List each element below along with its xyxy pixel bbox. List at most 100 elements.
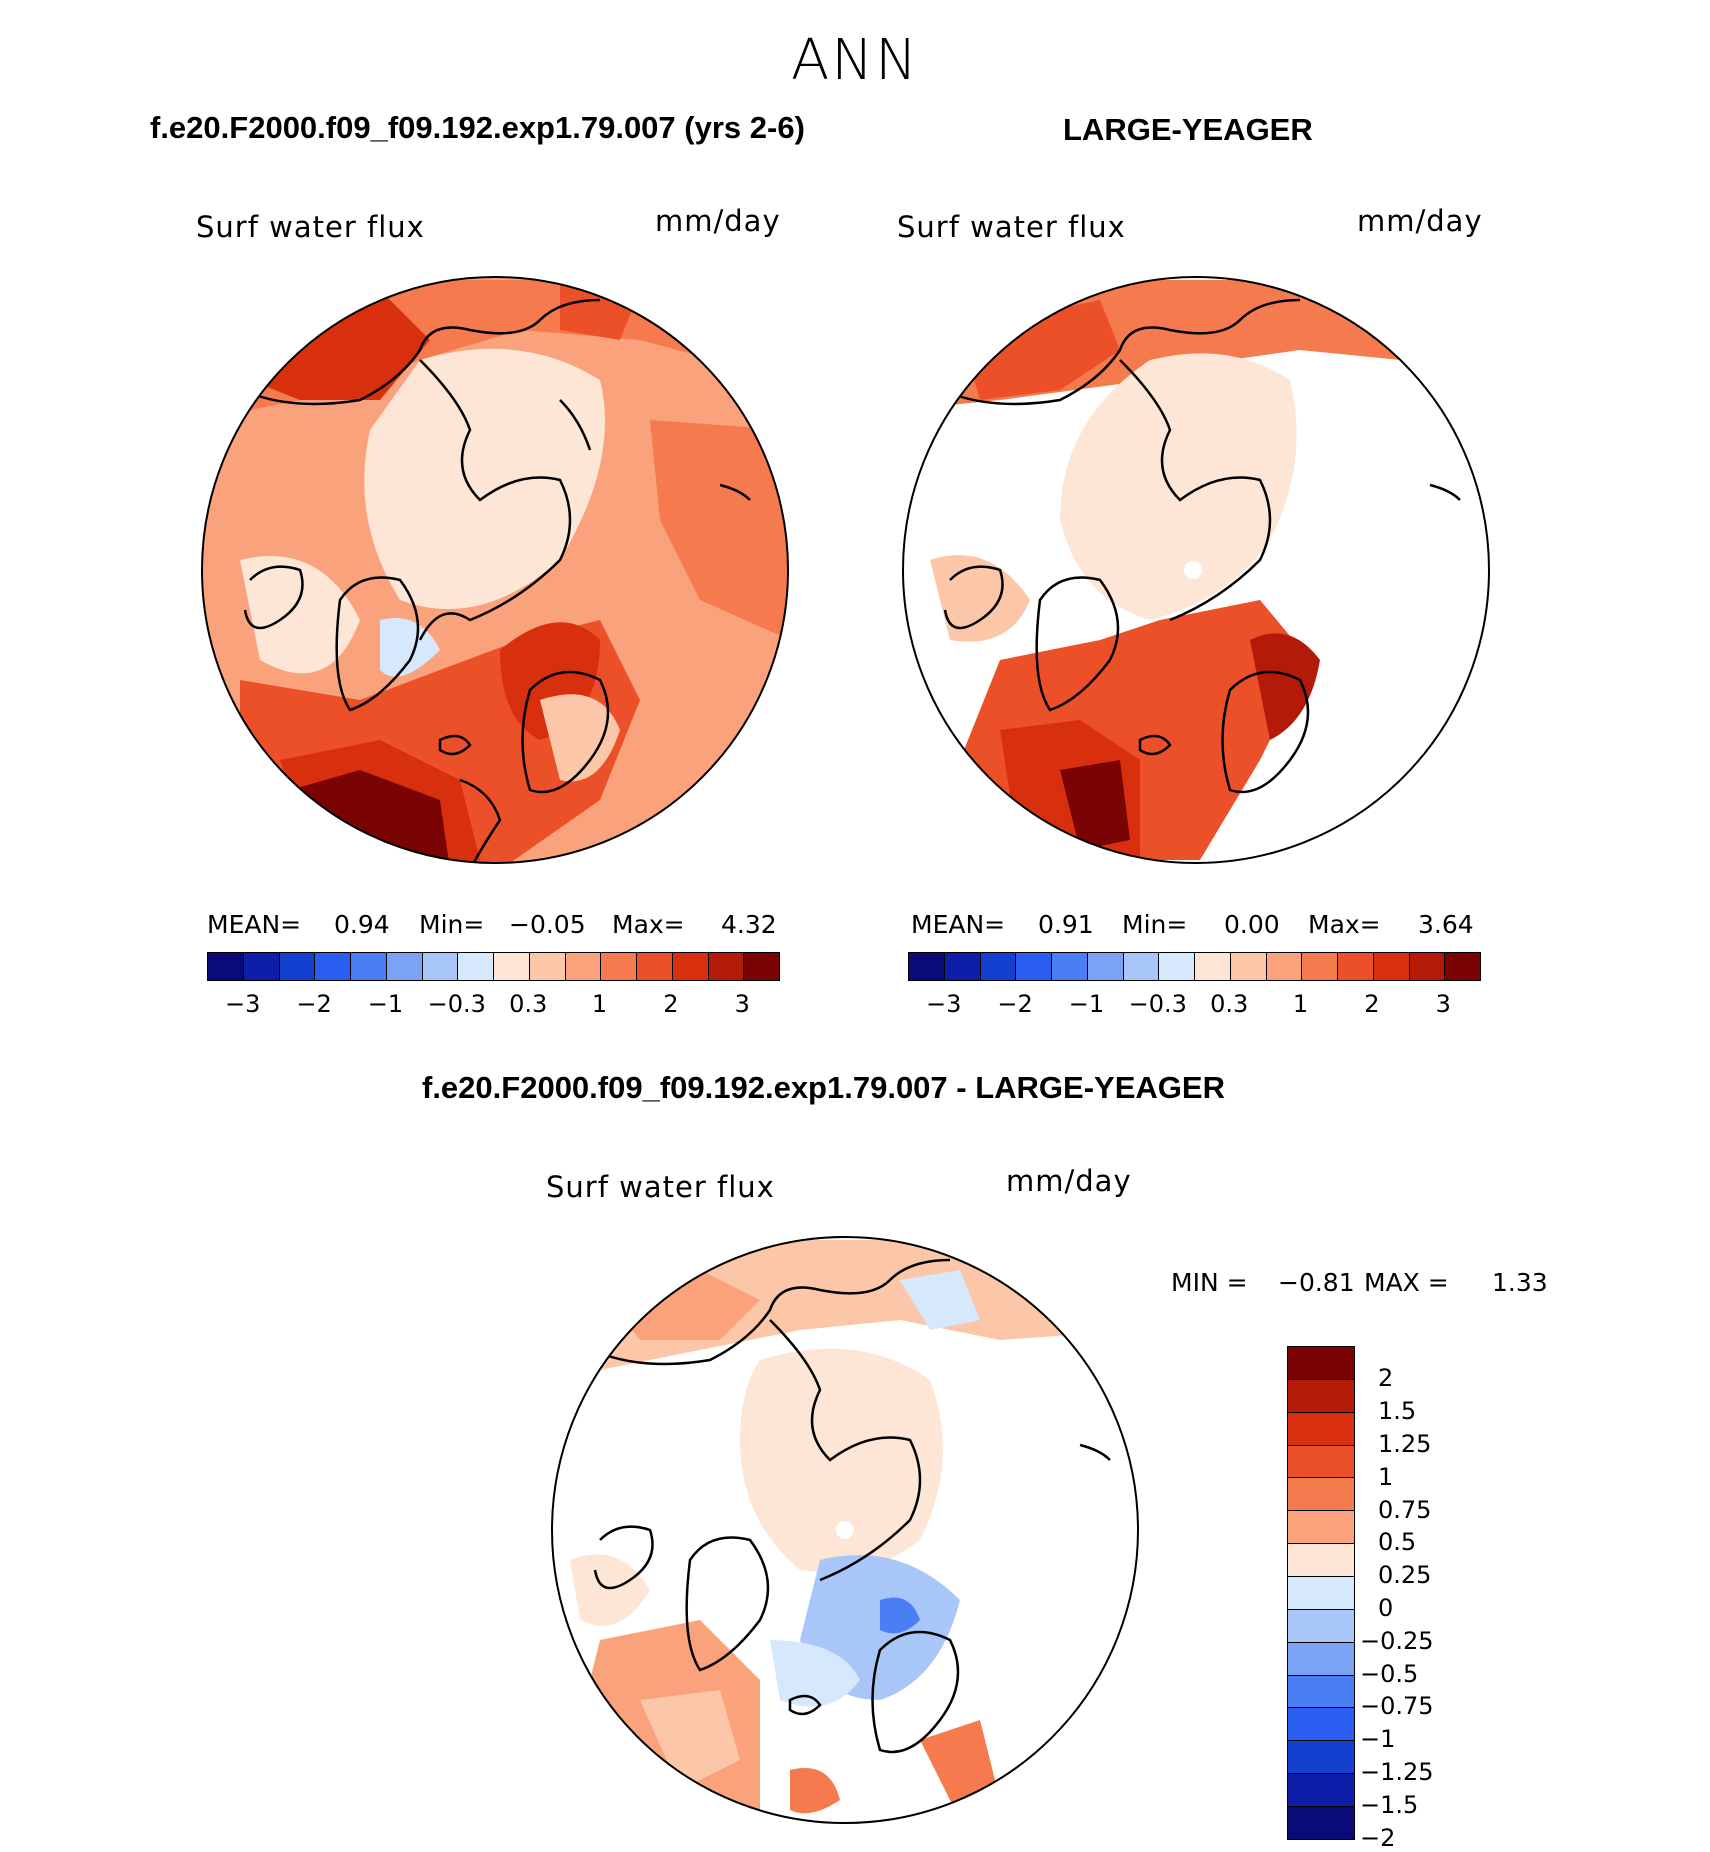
panel-right-colorbar-tick-label: 1: [1292, 990, 1309, 1018]
diff-colorbar-tick-label: 1.5: [1378, 1397, 1417, 1426]
panel-left-colorbar-tick-label: 1: [591, 990, 608, 1018]
panel-left-colorbar-swatch: [636, 953, 672, 980]
panel-right-colorbar-tick-label: −1: [1068, 990, 1105, 1018]
diff-units: mm/day: [1006, 1164, 1132, 1198]
panel-right-min-value: 0.00: [1224, 910, 1280, 939]
diff-colorbar-tick-label: −1.25: [1360, 1758, 1434, 1786]
diff-colorbar: [1287, 1346, 1355, 1840]
panel-right-colorbar-swatch: [1265, 953, 1302, 980]
panel-right-colorbar-swatch: [1408, 953, 1445, 980]
diff-colorbar-tick-label: −1.5: [1360, 1790, 1419, 1819]
panel-left-min-label: Min=: [419, 910, 485, 939]
panel-right-mean-value: 0.91: [1038, 910, 1094, 939]
panel-left-colorbar-swatch: [242, 953, 279, 980]
panel-left-min-value: −0.05: [509, 910, 586, 939]
diff-colorbar-tick-label: −0.5: [1360, 1659, 1419, 1688]
panel-right-colorbar-swatch: [1122, 953, 1159, 980]
panel-left-colorbar-tick-label: −3: [224, 990, 261, 1018]
diff-colorbar-swatch: [1288, 1347, 1354, 1379]
diff-colorbar-swatch: [1288, 1740, 1354, 1774]
diff-colorbar-swatch: [1288, 1806, 1354, 1839]
panel-left-colorbar-swatch: [493, 953, 529, 980]
panel-left-variable: Surf water flux: [196, 210, 425, 244]
panel-left-colorbar-swatch: [707, 953, 744, 980]
panel-right-colorbar-tick-label: 2: [1364, 990, 1380, 1018]
panel-left-mean-value: 0.94: [334, 910, 390, 939]
panel-left-colorbar-swatch: [528, 953, 565, 980]
panel-left-mean-label: MEAN=: [207, 910, 302, 939]
panel-right-colorbar-swatch: [1015, 953, 1051, 980]
panel-right-colorbar-tick-label: −3: [925, 990, 962, 1018]
panel-left-colorbar-swatch: [278, 953, 315, 980]
diff-colorbar-ticks: 2 1.5 1.25 1 0.75 0.5 0.25 0 −0.25 −0.5 −0.75 −1 −1.…: [1360, 1346, 1460, 1849]
diff-colorbar-tick-label: −0.25: [1360, 1626, 1434, 1655]
panel-right-colorbar-swatch: [1301, 953, 1337, 980]
diff-variable: Surf water flux: [546, 1170, 775, 1204]
panel-right-colorbar-swatch: [1194, 953, 1230, 980]
panel-left-colorbar-swatch: [457, 953, 493, 980]
diff-colorbar-swatch: [1288, 1641, 1354, 1675]
panel-right-units: mm/day: [1357, 204, 1483, 238]
diff-colorbar-swatch: [1288, 1576, 1354, 1609]
panel-left-frame: [201, 276, 789, 864]
panel-right-colorbar-swatch: [1444, 953, 1480, 980]
diff-colorbar-swatch: [1288, 1674, 1354, 1708]
panel-right-colorbar-tick-label: 0.3: [1210, 990, 1249, 1018]
diff-colorbar-tick-label: 0: [1378, 1594, 1394, 1622]
diff-colorbar-swatch: [1288, 1707, 1354, 1741]
panel-right-mean-label: MEAN=: [911, 910, 1006, 939]
panel-right-colorbar: [908, 952, 1481, 981]
panel-left-coastlines: [243, 298, 751, 863]
panel-right-min-label: Min=: [1122, 910, 1188, 939]
panel-left-colorbar: [207, 952, 780, 981]
panel-left-field: [202, 277, 788, 863]
diff-coastlines: [593, 1258, 1111, 1754]
panel-right-colorbar-swatch: [909, 953, 944, 980]
panel-left-max-value: 4.32: [721, 910, 777, 939]
panel-left-colorbar-swatch: [743, 953, 779, 980]
panel-left-colorbar-swatch: [385, 953, 422, 980]
panel-right-colorbar-swatch: [943, 953, 980, 980]
diff-max-value: 1.33: [1492, 1268, 1548, 1297]
diff-colorbar-swatch: [1288, 1378, 1354, 1412]
panel-left-colorbar-swatch: [564, 953, 601, 980]
panel-left-colorbar-tick-label: 2: [663, 990, 679, 1018]
panel-left-colorbar-tick-label: −2: [296, 990, 332, 1018]
panel-left-colorbar-tick-label: −1: [367, 990, 404, 1018]
panel-left-units: mm/day: [655, 204, 781, 238]
diff-colorbar-tick-label: −0.75: [1360, 1692, 1434, 1721]
panel-right-frame: [902, 276, 1490, 864]
panel-left-colorbar-swatch: [600, 953, 636, 980]
panel-left-colorbar-swatch: [314, 953, 350, 980]
diff-colorbar-tick-label: 0.5: [1378, 1528, 1417, 1557]
panel-right-header: LARGE-YEAGER: [1063, 112, 1313, 147]
diff-colorbar-swatch: [1288, 1608, 1354, 1642]
panel-left-colorbar-swatch: [421, 953, 458, 980]
diff-colorbar-swatch: [1288, 1510, 1354, 1544]
panel-left-colorbar-tick-label: −0.3: [427, 990, 486, 1018]
diff-colorbar-tick-label: 0.75: [1378, 1495, 1432, 1524]
panel-left-max-label: Max=: [612, 910, 685, 939]
panel-left-header: f.e20.F2000.f09_f09.192.exp1.79.007 (yrs…: [150, 110, 805, 145]
panel-left-colorbar-ticks: −3 −2 −1 −0.3 0.3 1 2 3: [207, 990, 778, 1020]
diff-colorbar-swatch: [1288, 1773, 1354, 1807]
diff-colorbar-tick-label: 2: [1378, 1364, 1394, 1393]
diff-colorbar-swatch: [1288, 1477, 1354, 1511]
panel-left-colorbar-tick-label: 3: [734, 990, 750, 1018]
panel-right-colorbar-ticks: −3 −2 −1 −0.3 0.3 1 2 3: [908, 990, 1479, 1020]
diff-colorbar-swatch: [1288, 1444, 1354, 1478]
panel-right-colorbar-swatch: [979, 953, 1016, 980]
panel-right-colorbar-tick-label: −2: [997, 990, 1033, 1018]
diff-colorbar-tick-label: 1: [1378, 1462, 1394, 1491]
diff-colorbar-swatch: [1288, 1411, 1354, 1445]
panel-left-colorbar-swatch: [671, 953, 708, 980]
panel-left-colorbar-tick-label: 0.3: [509, 990, 548, 1018]
season-title: ANN: [790, 28, 920, 93]
diff-colorbar-tick-label: 1.25: [1378, 1430, 1432, 1458]
diff-max-label: MAX =: [1364, 1268, 1449, 1297]
panel-right-pole-hole: [1184, 561, 1202, 579]
panel-right-colorbar-tick-label: 3: [1435, 990, 1451, 1018]
panel-right-colorbar-swatch: [1158, 953, 1194, 980]
diff-colorbar-swatch: [1288, 1543, 1354, 1577]
